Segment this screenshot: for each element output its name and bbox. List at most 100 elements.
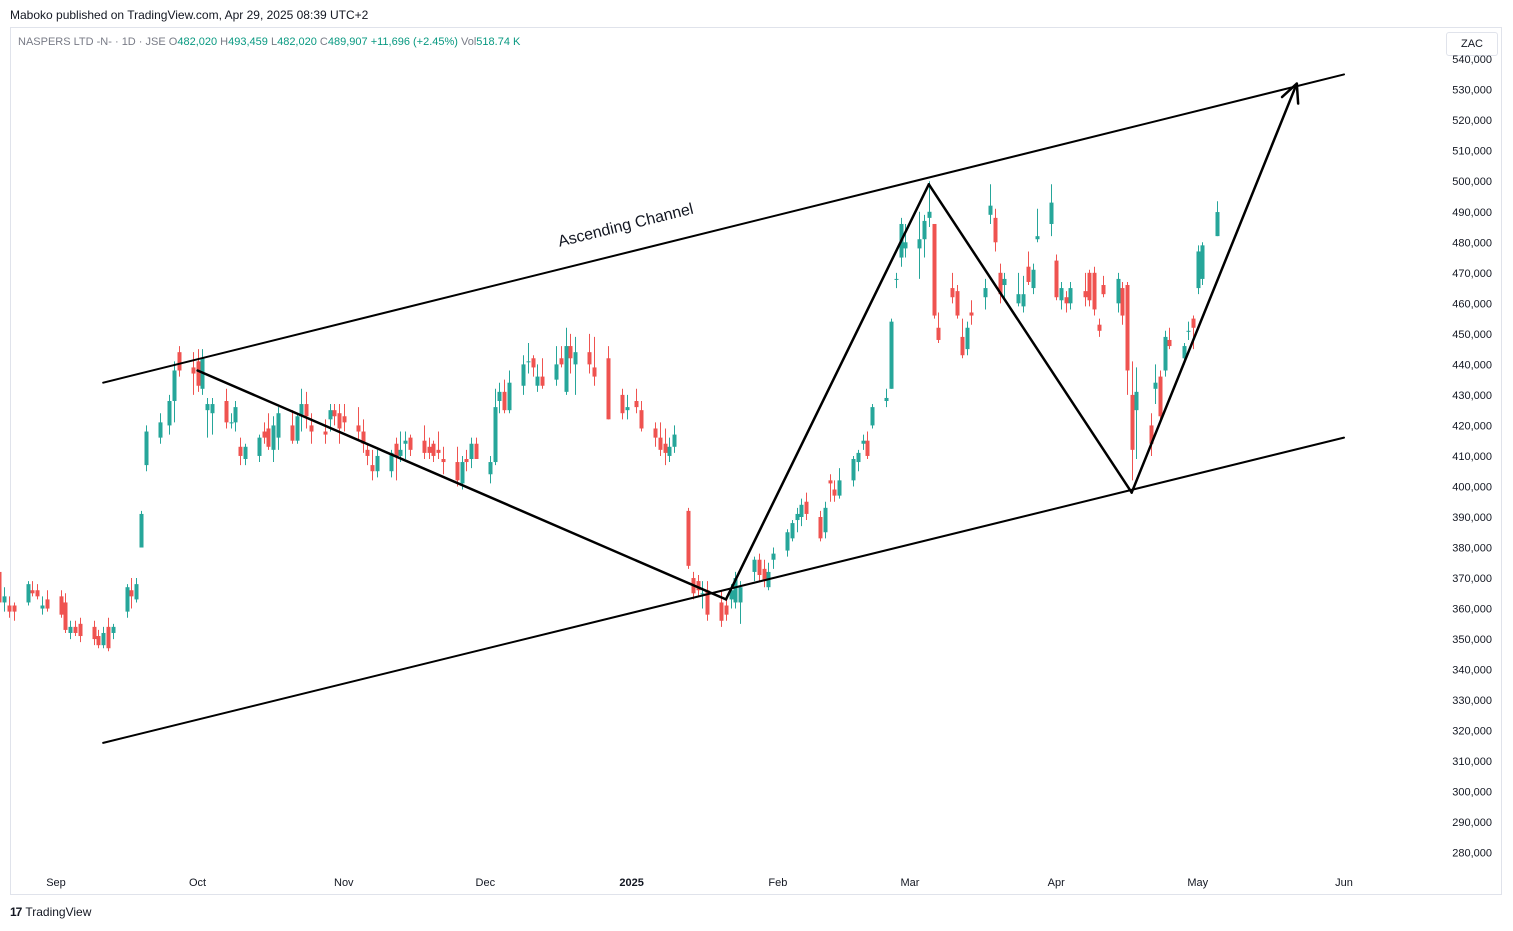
candle-body xyxy=(469,443,474,459)
candle xyxy=(1120,281,1125,325)
candle-body xyxy=(271,425,276,450)
candle xyxy=(191,352,196,395)
tradingview-brand: TradingView xyxy=(25,905,92,919)
candle-body xyxy=(917,239,922,249)
channel-lower-line[interactable] xyxy=(102,436,1345,744)
candle-body xyxy=(998,272,1003,295)
candle xyxy=(634,388,639,414)
candle-body xyxy=(290,425,295,441)
candle xyxy=(766,562,771,591)
y-tick-label: 290,000 xyxy=(1452,817,1492,829)
candle xyxy=(1130,361,1135,481)
candle xyxy=(106,617,111,652)
candle xyxy=(394,437,399,481)
candle-body xyxy=(771,553,776,560)
candle-body xyxy=(356,425,361,432)
candle-body xyxy=(502,391,507,411)
x-tick-label: Jun xyxy=(1335,877,1353,889)
candle xyxy=(804,492,809,521)
pattern-line-4[interactable] xyxy=(1130,82,1299,494)
candle-body xyxy=(191,367,196,374)
x-tick-label: Feb xyxy=(768,877,787,889)
candle xyxy=(441,446,446,475)
y-tick-label: 510,000 xyxy=(1452,146,1492,158)
candle xyxy=(790,520,795,542)
y-tick-label: 450,000 xyxy=(1452,329,1492,341)
candle xyxy=(129,578,134,609)
candle-body xyxy=(1149,425,1154,444)
candle-body xyxy=(927,211,932,218)
channel-upper-line[interactable] xyxy=(102,73,1345,384)
candle-body xyxy=(26,584,31,603)
candle xyxy=(365,443,370,466)
candle-body xyxy=(229,422,234,424)
candle-body xyxy=(2,596,7,603)
candle xyxy=(78,617,83,643)
candle xyxy=(1035,208,1040,243)
candle-body xyxy=(1097,324,1102,331)
pattern-line-1[interactable] xyxy=(196,369,728,601)
candle xyxy=(1149,413,1154,456)
candle xyxy=(59,590,64,618)
y-tick-label: 470,000 xyxy=(1452,268,1492,280)
candle-body xyxy=(1054,260,1059,298)
candle xyxy=(983,278,988,310)
candle-body xyxy=(144,431,149,466)
change-value: +11,696 (+2.45%) xyxy=(370,36,458,48)
candle xyxy=(1049,184,1054,237)
candle xyxy=(375,449,380,478)
candle xyxy=(564,327,569,395)
candle xyxy=(474,437,479,459)
candle xyxy=(96,629,101,649)
candle xyxy=(969,300,974,325)
candle xyxy=(7,596,12,618)
pattern-line-3[interactable] xyxy=(927,183,1133,494)
candle xyxy=(771,547,776,569)
candle-body xyxy=(361,431,366,444)
candle xyxy=(917,211,922,279)
candle xyxy=(243,443,248,466)
candle xyxy=(233,401,238,432)
candle-body xyxy=(73,626,78,633)
candle xyxy=(526,343,531,374)
candle-body xyxy=(332,410,337,417)
candle-body xyxy=(337,413,342,429)
volume-label: Vol xyxy=(461,36,477,48)
candle-body xyxy=(1191,318,1196,328)
candle-body xyxy=(1031,269,1036,289)
pattern-line-2[interactable] xyxy=(724,183,931,601)
x-tick-label: Nov xyxy=(334,877,354,889)
candle-body xyxy=(554,364,559,380)
candle xyxy=(705,581,710,621)
high-value: 493,459 xyxy=(228,36,268,48)
candle-body xyxy=(658,437,663,450)
tradingview-logo-icon: 17 xyxy=(10,905,22,919)
candle xyxy=(894,272,899,289)
candle-body xyxy=(1087,272,1092,301)
candle-body xyxy=(1125,285,1130,371)
symbol-name[interactable]: NASPERS LTD -N- · 1D · JSE xyxy=(18,36,166,48)
candle-body xyxy=(12,605,17,612)
candle xyxy=(927,181,932,228)
y-tick-label: 330,000 xyxy=(1452,695,1492,707)
candle-body xyxy=(96,636,101,646)
candle-body xyxy=(634,401,639,408)
candle xyxy=(398,431,403,463)
candle xyxy=(1026,251,1031,286)
candle-body xyxy=(625,407,630,411)
candle xyxy=(1163,330,1168,377)
candle xyxy=(696,574,701,597)
candle-body xyxy=(1116,278,1121,304)
candle-body xyxy=(488,462,493,475)
publish-credit: Maboko published on TradingView.com, Apr… xyxy=(10,8,369,22)
candle xyxy=(431,440,436,463)
candle-body xyxy=(262,431,267,438)
candle-body xyxy=(531,358,536,368)
currency-button[interactable]: ZAC xyxy=(1446,32,1498,56)
candle xyxy=(488,455,493,484)
candle xyxy=(1101,275,1106,298)
candle-body xyxy=(1064,297,1069,304)
candle xyxy=(464,449,469,472)
candle-body xyxy=(172,370,177,402)
